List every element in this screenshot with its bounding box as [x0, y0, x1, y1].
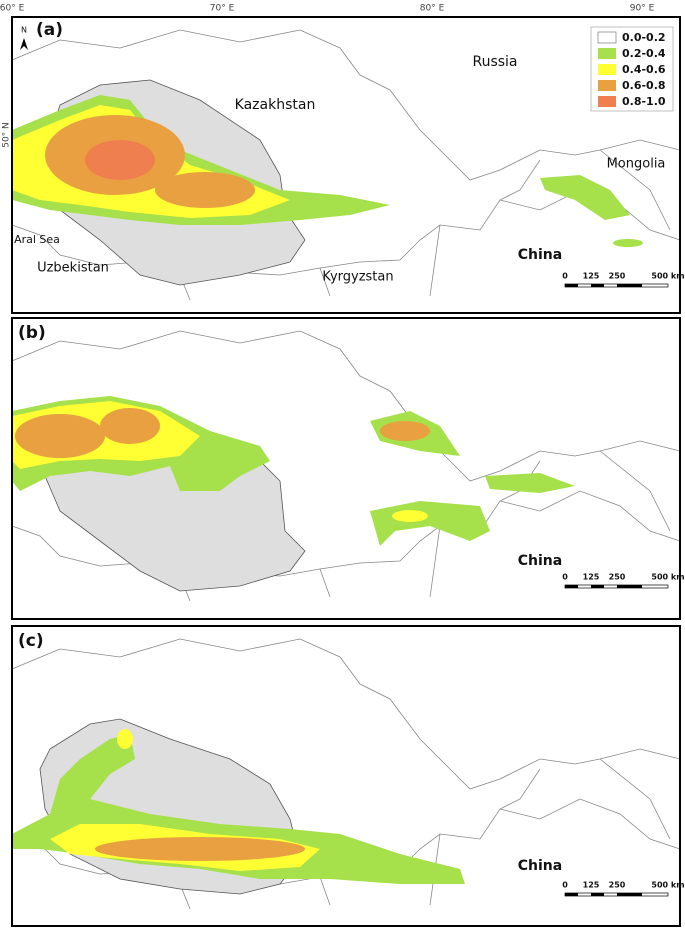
legend-label: 0.0-0.2	[622, 31, 666, 44]
scale-label: 500 km	[651, 272, 684, 281]
lon-label: 80° E	[420, 4, 445, 14]
legend-label: 0.4-0.6	[622, 63, 666, 76]
scale-label: 0	[562, 573, 568, 582]
scale-label: 125	[583, 272, 600, 281]
scale-label: 250	[609, 272, 626, 281]
panel-b: (b) China 0 125 250 500 km	[11, 317, 685, 620]
country-label: Uzbekistan	[37, 261, 109, 276]
lon-label: 60° E	[0, 4, 25, 14]
country-label: Mongolia	[607, 157, 666, 172]
scale-label: 250	[609, 573, 626, 582]
country-label: Kazakhstan	[235, 97, 316, 113]
scale-label: 125	[583, 573, 600, 582]
north-arrow: N	[21, 26, 27, 35]
lon-label: 70° E	[210, 4, 235, 14]
country-label: Russia	[472, 54, 517, 70]
legend-label: 0.6-0.8	[622, 79, 666, 92]
legend-label: 0.2-0.4	[622, 47, 666, 60]
scale-label: 125	[583, 881, 600, 890]
country-label: China	[518, 247, 562, 263]
panel-c: (c) China 0 125 250 500 km	[11, 625, 685, 927]
legend-label: 0.8-1.0	[622, 95, 666, 108]
scale-label: 500 km	[651, 573, 684, 582]
country-label: China	[518, 858, 562, 874]
country-label: Kyrgyzstan	[322, 270, 393, 285]
panel-label: (b)	[18, 323, 46, 343]
panel-label: (a)	[36, 20, 63, 40]
country-label: China	[518, 553, 562, 569]
lon-label: 90° E	[630, 4, 655, 14]
lat-label: 50° N	[2, 122, 12, 148]
country-label: Aral Sea	[14, 233, 60, 246]
panel-label: (c)	[18, 631, 44, 651]
scale-label: 500 km	[651, 881, 684, 890]
panel-a: N (a) 0.0-0.2 0.2-0.4 0.4-0.6 0.6-0.8 0.…	[11, 16, 685, 314]
scale-label: 0	[562, 272, 568, 281]
scale-label: 250	[609, 881, 626, 890]
scale-label: 0	[562, 881, 568, 890]
